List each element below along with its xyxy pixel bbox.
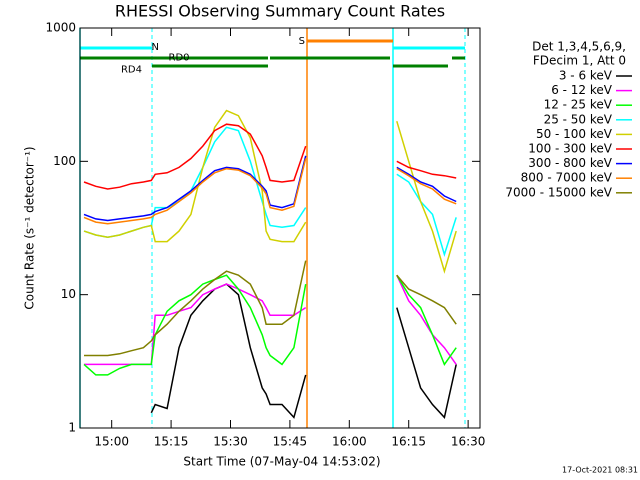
legend-label: 7000 - 15000 keV (505, 185, 612, 199)
y-axis-label: Count Rate (s⁻¹ detector⁻¹) (23, 146, 37, 309)
annotation: S (299, 36, 305, 47)
y-tick-label: 1 (68, 421, 76, 435)
series-line (83, 155, 457, 222)
annotation: RD0 (169, 53, 190, 64)
x-tick-label: 16:00 (332, 435, 367, 449)
legend-label: 50 - 100 keV (536, 127, 613, 141)
annotation: N (152, 42, 159, 53)
y-tick-label: 100 (53, 154, 76, 168)
plot-frame (79, 27, 481, 429)
legend-label: 300 - 800 keV (528, 156, 612, 170)
legend-label: 12 - 25 keV (544, 98, 613, 112)
annotation: RD4 (121, 64, 142, 75)
y-tick-label: 10 (61, 287, 76, 301)
series-line (84, 274, 457, 366)
x-tick-label: 15:30 (213, 435, 248, 449)
legend-label: 800 - 7000 keV (521, 171, 613, 185)
series-line (83, 158, 457, 225)
series-line (83, 274, 457, 376)
chart-title: RHESSI Observing Summary Count Rates (115, 2, 445, 21)
series-line (83, 123, 457, 190)
x-axis-label: Start Time (07-May-04 14:53:02) (183, 455, 380, 469)
legend-label: 100 - 300 keV (528, 142, 612, 156)
y-tick-label: 1000 (45, 21, 76, 35)
legend-label: 25 - 50 keV (544, 112, 613, 126)
x-tick-label: 15:45 (273, 435, 308, 449)
legend-label: 6 - 12 keV (551, 83, 613, 97)
x-tick-label: 15:00 (94, 435, 129, 449)
series-line (84, 260, 457, 357)
x-tick-label: 16:30 (451, 435, 486, 449)
series-line (83, 109, 457, 274)
x-tick-label: 15:15 (154, 435, 189, 449)
legend-title: FDecim 1, Att 0 (533, 54, 626, 68)
series-line (150, 283, 457, 419)
timestamp: 17-Oct-2021 08:31 (562, 466, 638, 475)
legend-title: Det 1,3,4,5,6,9, (532, 40, 626, 54)
legend-label: 3 - 6 keV (559, 69, 613, 83)
x-tick-label: 16:15 (391, 435, 426, 449)
